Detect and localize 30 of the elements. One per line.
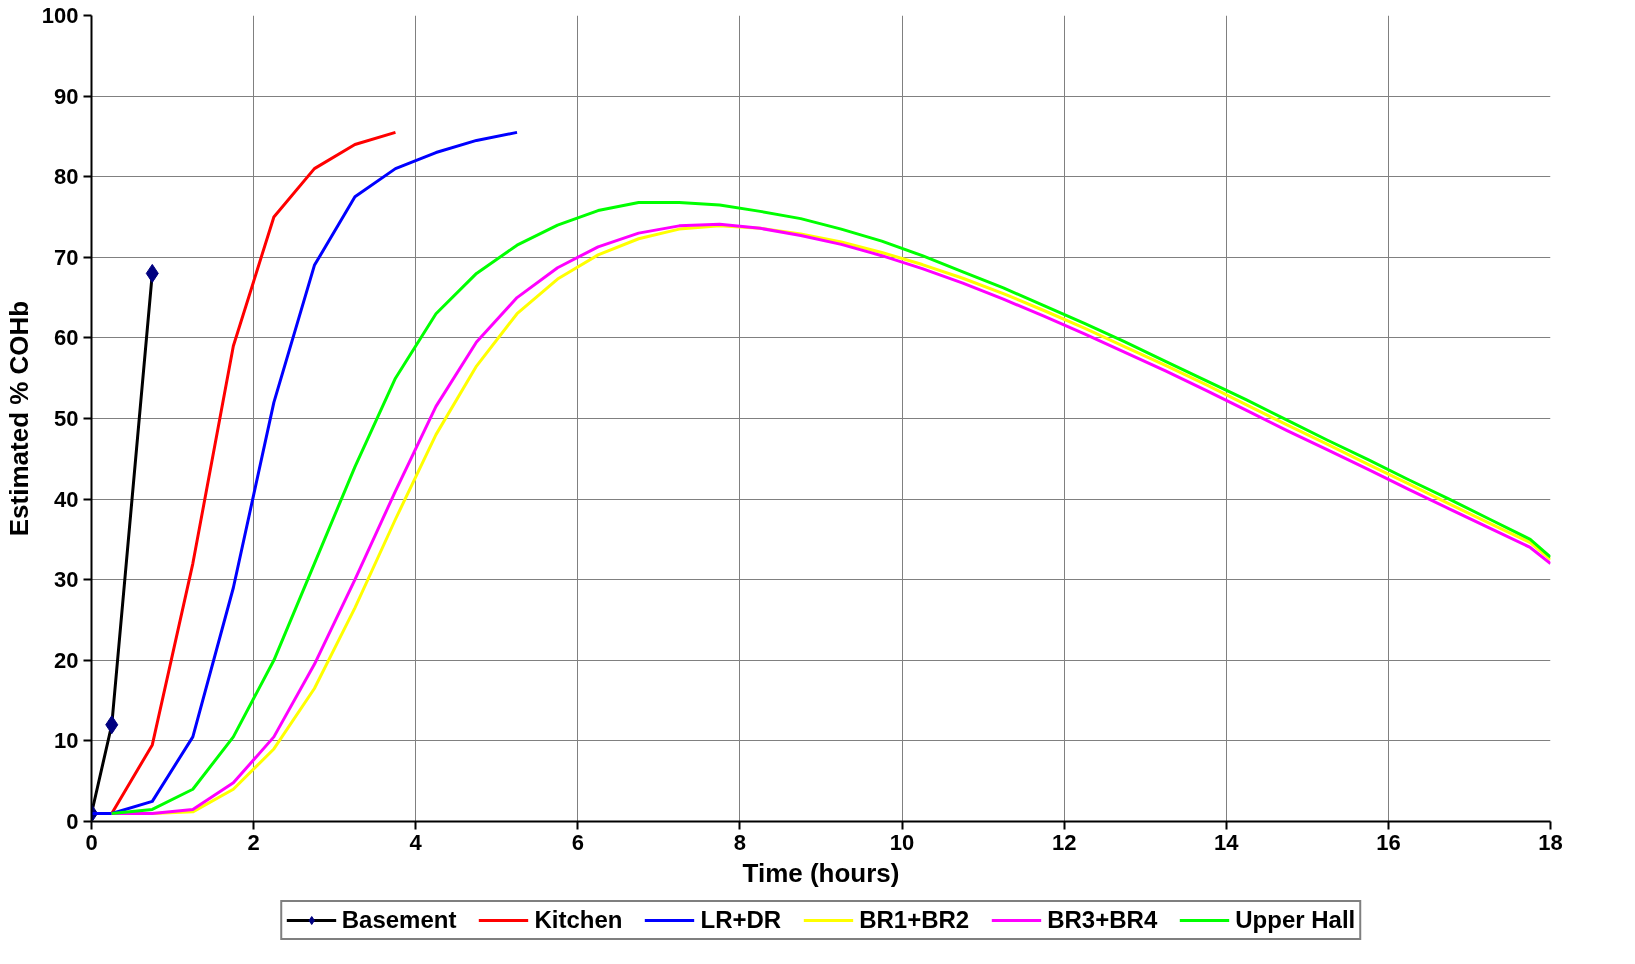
legend-label: BR1+BR2 — [859, 906, 970, 934]
legend-label: BR3+BR4 — [1047, 906, 1158, 934]
y-tick-label: 100 — [41, 3, 79, 28]
x-tick-label: 18 — [1538, 829, 1563, 855]
legend-label: Upper Hall — [1235, 906, 1356, 934]
line-series — [110, 130, 397, 815]
y-tick-label: 80 — [54, 164, 79, 190]
x-tick-label: 6 — [571, 829, 584, 855]
x-tick-label: 14 — [1214, 829, 1240, 855]
y-tick-label: 0 — [66, 809, 79, 834]
x-tick-label: 12 — [1051, 829, 1077, 855]
y-tick-label: 40 — [54, 486, 79, 512]
y-axis-title: Estimated % COHb — [3, 300, 34, 537]
x-tick-label: 4 — [409, 829, 423, 855]
legend-label: Kitchen — [534, 906, 623, 934]
x-tick-label: 10 — [889, 829, 915, 855]
x-tick-label: 16 — [1376, 829, 1401, 855]
y-tick-label: 50 — [54, 406, 79, 431]
x-tick-label: 2 — [247, 829, 260, 855]
y-tick-label: 20 — [54, 647, 79, 673]
y-tick-label: 90 — [54, 83, 79, 109]
x-tick-label: 0 — [85, 829, 98, 855]
y-tick-label: 60 — [54, 325, 79, 351]
x-axis-title: Time (hours) — [742, 857, 900, 888]
y-tick-label: 70 — [54, 244, 79, 270]
x-tick-label: 8 — [733, 829, 747, 855]
y-tick-label: 30 — [54, 567, 79, 593]
y-tick-label: 10 — [54, 728, 79, 754]
legend-label: Basement — [341, 906, 457, 934]
legend-label: LR+DR — [700, 906, 782, 934]
